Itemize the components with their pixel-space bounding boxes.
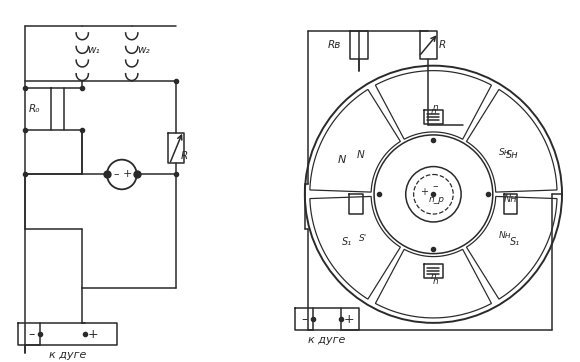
Text: n: n <box>433 103 438 112</box>
Polygon shape <box>310 89 400 192</box>
Text: –: – <box>433 181 438 191</box>
Text: Nн: Nн <box>499 231 512 240</box>
Circle shape <box>374 135 493 254</box>
Text: N: N <box>357 151 364 160</box>
Polygon shape <box>466 89 557 192</box>
Text: +: + <box>88 328 99 341</box>
Text: Sн: Sн <box>506 150 519 160</box>
Text: R: R <box>181 151 188 161</box>
Text: S': S' <box>359 233 367 243</box>
Text: R: R <box>438 40 446 50</box>
Text: S₁: S₁ <box>509 237 520 247</box>
Text: Nн: Nн <box>504 194 517 204</box>
Polygon shape <box>375 71 491 139</box>
Circle shape <box>406 167 461 222</box>
Text: w₁: w₁ <box>87 45 100 55</box>
Text: N: N <box>337 155 346 165</box>
Text: –: – <box>302 313 308 327</box>
Text: +: + <box>123 169 132 180</box>
Text: +: + <box>419 187 427 197</box>
Text: R₀: R₀ <box>28 104 40 114</box>
Polygon shape <box>375 249 491 318</box>
Text: S₁: S₁ <box>342 237 353 247</box>
Text: Rв: Rв <box>328 40 341 50</box>
Text: +: + <box>344 313 354 327</box>
Text: n: n <box>433 277 438 286</box>
Text: n_р: n_р <box>429 195 444 204</box>
Text: к дуге: к дуге <box>309 335 346 345</box>
Polygon shape <box>310 197 400 299</box>
Polygon shape <box>466 197 557 299</box>
Circle shape <box>107 160 137 189</box>
Text: –: – <box>28 328 35 341</box>
Text: n: n <box>430 107 436 116</box>
Text: –: – <box>113 169 119 180</box>
Text: w₂: w₂ <box>137 45 149 55</box>
Text: к дуге: к дуге <box>49 350 86 359</box>
Text: Sн: Sн <box>499 148 511 157</box>
Circle shape <box>305 66 562 323</box>
Text: n: n <box>430 273 436 282</box>
